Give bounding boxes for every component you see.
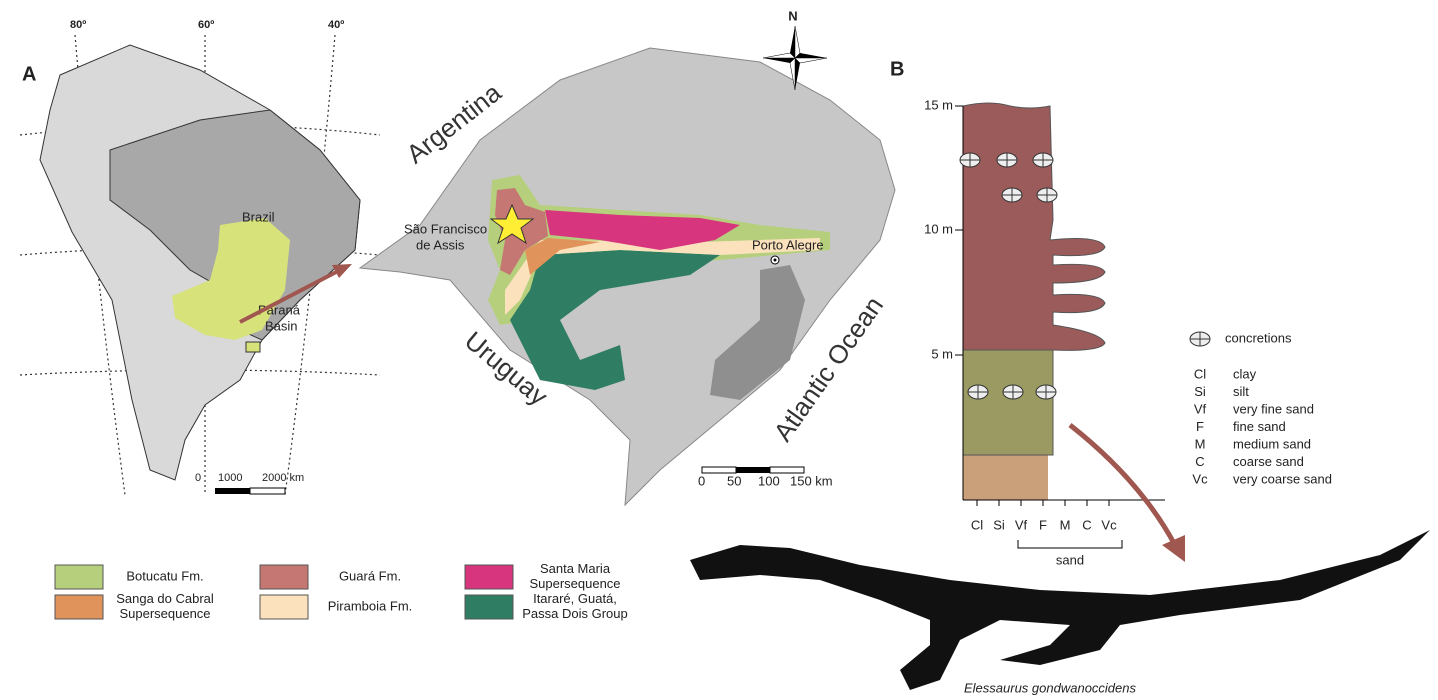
legend-label: Santa Maria (540, 561, 611, 576)
locality-label: São Francisco (404, 221, 487, 236)
legend-label: Passa Dois Group (522, 606, 628, 621)
scale-bar (702, 467, 736, 473)
grain-name: medium sand (1233, 436, 1311, 451)
grain-axis-label: M (1060, 517, 1071, 532)
depth-label: 5 m (931, 346, 953, 361)
legend-swatch (260, 595, 308, 619)
sand-label: sand (1056, 552, 1084, 567)
legend-label: Supersequence (529, 576, 620, 591)
grain-name: clay (1233, 366, 1257, 381)
grain-abbr: Vf (1194, 401, 1207, 416)
scale-bar (215, 488, 250, 494)
scale-label: 50 (727, 473, 741, 488)
legend-swatch (260, 565, 308, 589)
country-label: Brazil (242, 209, 275, 224)
legend-label: Sanga do Cabral (116, 591, 214, 606)
grain-abbr: Vc (1192, 471, 1208, 486)
grain-name: fine sand (1233, 419, 1286, 434)
legend-label: Botucatu Fm. (126, 568, 203, 583)
grain-abbr: Si (1194, 384, 1206, 399)
city-dot (774, 259, 777, 262)
scale-label: 2000 km (262, 472, 304, 484)
legend-swatch (465, 565, 513, 589)
locality-label: de Assis (416, 237, 465, 252)
panel-label: A (22, 63, 36, 85)
sand-layer (963, 350, 1053, 455)
grain-abbr: M (1195, 436, 1206, 451)
panel-label: B (890, 58, 904, 80)
grain-axis-label: Si (993, 517, 1005, 532)
legend-label: Itararé, Guatá, (533, 591, 617, 606)
scale-bar (250, 488, 285, 494)
legend-swatch (465, 595, 513, 619)
scale-label: 0 (698, 473, 705, 488)
caption: Elessaurus gondwanoccidens (964, 680, 1136, 695)
scale-label: 0 (195, 472, 201, 484)
grain-axis-label: F (1039, 517, 1047, 532)
north-label: N (788, 8, 797, 23)
legend-swatch (55, 595, 103, 619)
legend-label: Supersequence (119, 606, 210, 621)
grain-abbr: C (1195, 454, 1204, 469)
scale-label: 1000 (218, 472, 242, 484)
grain-axis-label: Vc (1101, 517, 1117, 532)
legend-swatch (55, 565, 103, 589)
grain-axis-label: Cl (971, 517, 983, 532)
depth-label: 10 m (924, 221, 953, 236)
legend-label: Piramboia Fm. (328, 598, 413, 613)
scale-bar (770, 467, 804, 473)
sand-bracket (1018, 540, 1122, 548)
grain-axis-label: C (1082, 517, 1091, 532)
grain-name: coarse sand (1233, 454, 1304, 469)
grain-axis-label: Vf (1015, 517, 1028, 532)
legend-label: Guará Fm. (339, 568, 401, 583)
grain-abbr: Cl (1194, 366, 1206, 381)
basin-swatch (246, 342, 260, 352)
grain-abbr: F (1196, 419, 1204, 434)
depth-label: 15 m (924, 97, 953, 112)
key-label: concretions (1225, 330, 1292, 345)
mudstone-layer (963, 103, 1105, 350)
grain-name: silt (1233, 384, 1249, 399)
city-label: Porto Alegre (752, 237, 824, 252)
longitude: 60º (198, 19, 214, 31)
scale-label: 150 km (790, 473, 833, 488)
basin-label: Basin (265, 318, 298, 333)
scale-label: 100 (758, 473, 780, 488)
longitude: 80º (70, 19, 86, 31)
longitude: 40º (328, 19, 344, 31)
sand-layer (963, 455, 1048, 500)
scale-bar (736, 467, 770, 473)
grain-name: very coarse sand (1233, 471, 1332, 486)
grain-name: very fine sand (1233, 401, 1314, 416)
figure: A 80º 60º 40º Brazil Paraná Basin 0 1000… (0, 0, 1438, 700)
